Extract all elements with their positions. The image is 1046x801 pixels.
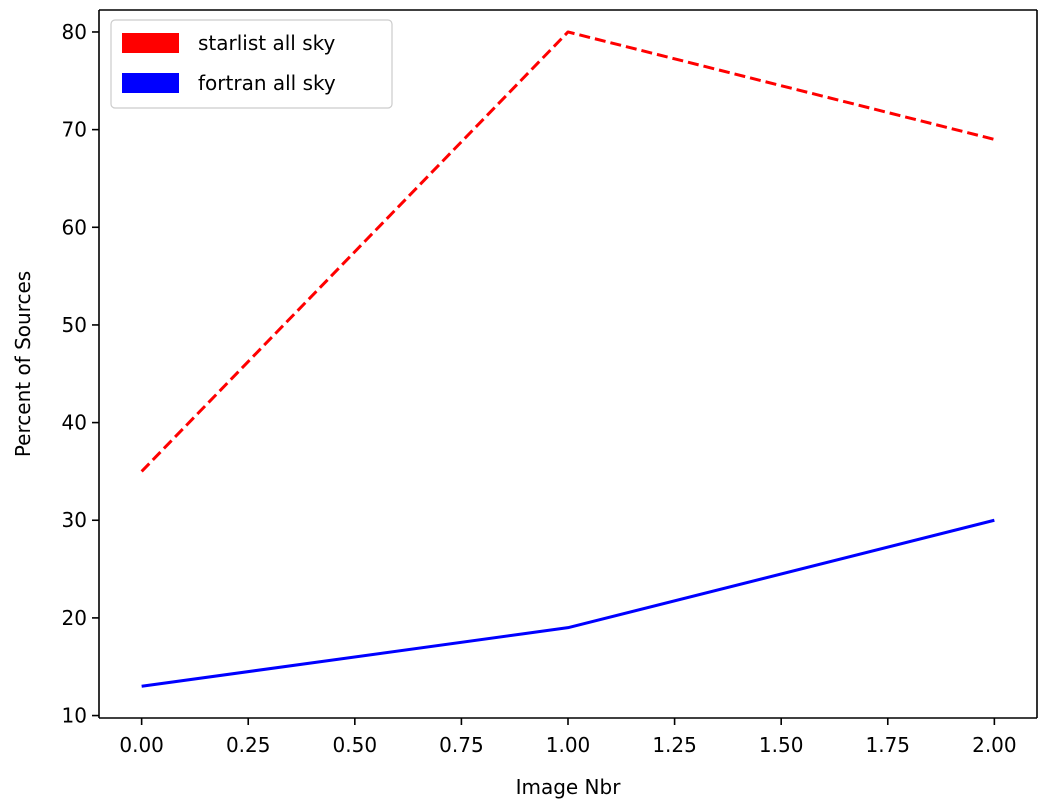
series-layer <box>140 30 995 688</box>
series-line-2 <box>141 518 995 688</box>
y-axis-label: Percent of Sources <box>11 271 35 457</box>
y-tick-label: 60 <box>62 215 87 239</box>
x-tick-label: 1.00 <box>546 733 591 757</box>
y-tick-label: 10 <box>62 704 87 728</box>
legend-box <box>110 19 393 109</box>
x-tick-label: 0.00 <box>119 733 164 757</box>
legend-swatch-2 <box>122 73 179 93</box>
axes-layer: 0.00 0.25 0.50 0.75 1.00 1.25 1.50 1.75 2.00 10 20… <box>62 9 1038 757</box>
y-tick-label: 30 <box>62 508 87 532</box>
x-axis-label: Image Nbr <box>516 775 622 799</box>
x-tick-label: 0.50 <box>333 733 378 757</box>
legend: starlist all sky fortran all sky <box>110 19 393 109</box>
legend-swatch-1 <box>122 33 179 53</box>
y-tick-label: 20 <box>62 606 87 630</box>
y-tick-label: 40 <box>62 411 87 435</box>
x-tick-label: 2.00 <box>972 733 1017 757</box>
x-tick-label: 0.75 <box>439 733 484 757</box>
x-tick-label: 1.25 <box>652 733 697 757</box>
y-tick-label: 80 <box>62 20 87 44</box>
x-tick-label: 1.75 <box>866 733 911 757</box>
x-tick-label: 0.25 <box>226 733 271 757</box>
legend-label-1: starlist all sky <box>198 31 335 55</box>
y-tick-label: 70 <box>62 118 87 142</box>
series-line-1 <box>140 30 995 473</box>
legend-label-2: fortran all sky <box>198 71 336 95</box>
x-tick-label: 1.50 <box>759 733 804 757</box>
y-tick-label: 50 <box>62 313 87 337</box>
